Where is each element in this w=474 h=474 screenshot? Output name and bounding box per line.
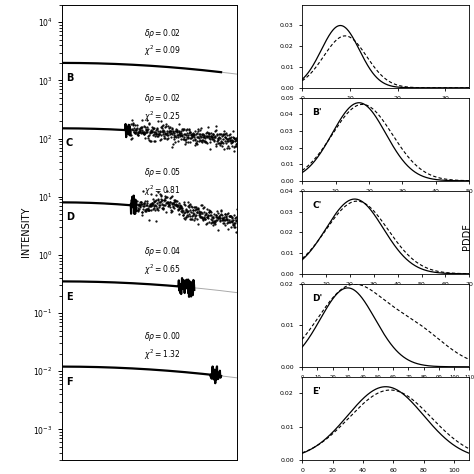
Text: PDDF: PDDF: [462, 224, 472, 250]
Text: $\delta\rho = 0.02$
$\chi^2 = 0.25$: $\delta\rho = 0.02$ $\chi^2 = 0.25$: [144, 92, 181, 124]
Text: $\delta\rho = 0.05$
$\chi^2 = 0.81$: $\delta\rho = 0.05$ $\chi^2 = 0.81$: [144, 166, 181, 198]
Text: B': B': [312, 108, 322, 117]
Text: F: F: [66, 377, 73, 387]
Text: B: B: [66, 73, 73, 83]
Y-axis label: INTENSITY: INTENSITY: [20, 207, 30, 257]
Text: E': E': [312, 387, 321, 396]
Text: C': C': [312, 201, 321, 210]
Text: $\delta\rho = 0.04$
$\chi^2 = 0.65$: $\delta\rho = 0.04$ $\chi^2 = 0.65$: [144, 245, 182, 277]
Text: $\delta\rho = 0.00$
$\chi^2 = 1.32$: $\delta\rho = 0.00$ $\chi^2 = 1.32$: [144, 330, 182, 362]
Text: D: D: [66, 212, 74, 222]
Text: C: C: [66, 138, 73, 148]
Text: E: E: [66, 292, 73, 301]
Text: $\delta\rho = 0.02$
$\chi^2 = 0.09$: $\delta\rho = 0.02$ $\chi^2 = 0.09$: [144, 27, 181, 58]
Text: D': D': [312, 294, 322, 303]
